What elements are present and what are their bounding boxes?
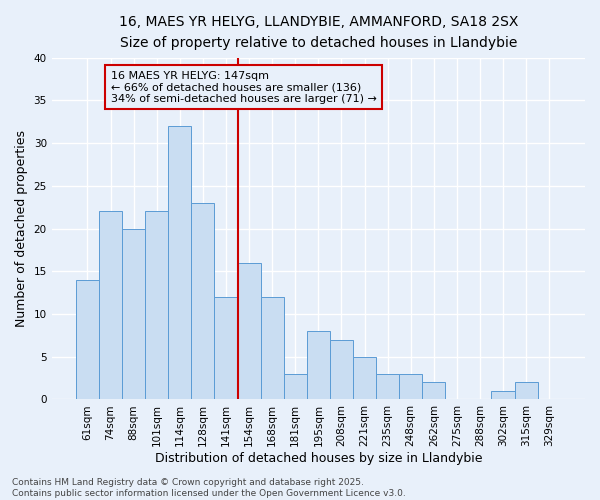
- Bar: [491, 391, 515, 400]
- Text: 16 MAES YR HELYG: 147sqm
← 66% of detached houses are smaller (136)
34% of semi-: 16 MAES YR HELYG: 147sqm ← 66% of detach…: [110, 70, 376, 104]
- Bar: [376, 374, 399, 400]
- Y-axis label: Number of detached properties: Number of detached properties: [15, 130, 28, 327]
- Bar: [330, 340, 353, 400]
- Bar: [399, 374, 422, 400]
- Bar: [145, 212, 168, 400]
- Bar: [214, 297, 238, 400]
- X-axis label: Distribution of detached houses by size in Llandybie: Distribution of detached houses by size …: [155, 452, 482, 465]
- Bar: [191, 203, 214, 400]
- Title: 16, MAES YR HELYG, LLANDYBIE, AMMANFORD, SA18 2SX
Size of property relative to d: 16, MAES YR HELYG, LLANDYBIE, AMMANFORD,…: [119, 15, 518, 50]
- Bar: [422, 382, 445, 400]
- Bar: [122, 228, 145, 400]
- Bar: [260, 297, 284, 400]
- Bar: [99, 212, 122, 400]
- Bar: [284, 374, 307, 400]
- Bar: [353, 356, 376, 400]
- Bar: [307, 331, 330, 400]
- Bar: [515, 382, 538, 400]
- Bar: [238, 263, 260, 400]
- Bar: [76, 280, 99, 400]
- Text: Contains HM Land Registry data © Crown copyright and database right 2025.
Contai: Contains HM Land Registry data © Crown c…: [12, 478, 406, 498]
- Bar: [168, 126, 191, 400]
